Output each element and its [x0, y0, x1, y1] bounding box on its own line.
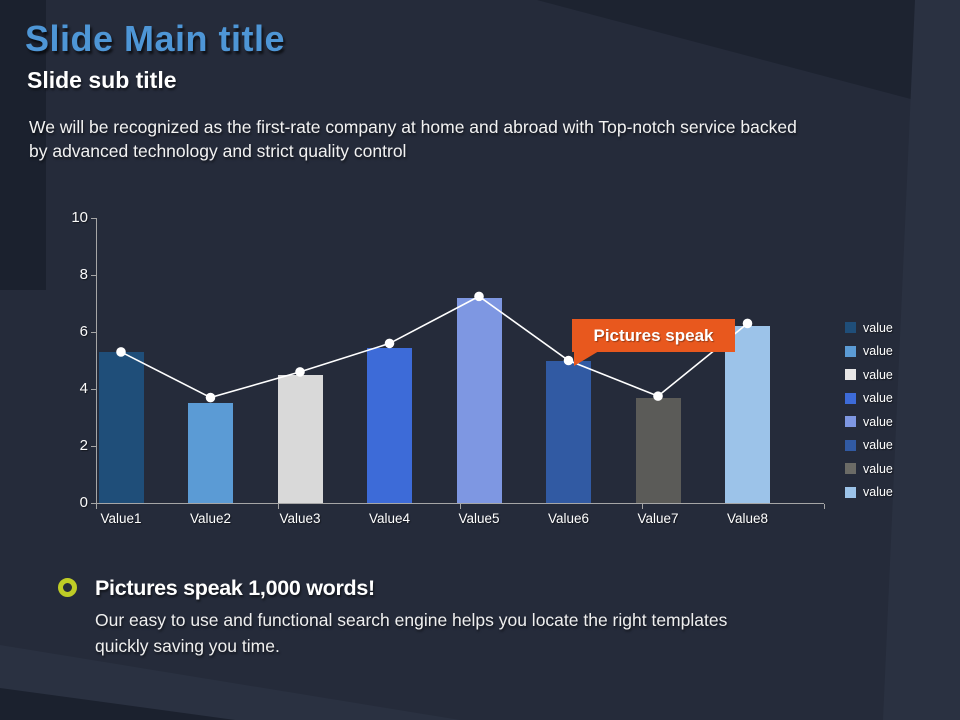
- y-axis-tick-label: 2: [79, 437, 88, 454]
- legend-swatch: [845, 439, 856, 451]
- bullet-body: Our easy to use and functional search en…: [95, 607, 727, 659]
- legend-swatch: [845, 463, 856, 475]
- trend-point-value6: [563, 355, 574, 366]
- slide-main-title: Slide Main title: [25, 18, 286, 59]
- y-axis-tick-label: 10: [71, 209, 88, 226]
- trend-point-value2: [205, 392, 216, 403]
- legend-item: value: [845, 363, 893, 387]
- callout-label: Pictures speak: [593, 325, 714, 345]
- x-axis-label-value6: Value6: [547, 511, 590, 526]
- legend-item: value: [845, 410, 893, 434]
- trend-point-value7: [653, 391, 663, 401]
- x-axis-label-value5: Value5: [458, 511, 500, 526]
- y-axis-tick-label: 0: [79, 494, 88, 511]
- legend-swatch: [845, 322, 856, 334]
- legend-label: value: [863, 414, 893, 429]
- bar-value3: [277, 374, 323, 503]
- slide-sub-title: Slide sub title: [27, 67, 177, 93]
- y-axis-tick: [91, 446, 96, 447]
- bar-value5: [456, 297, 502, 503]
- slide-description: We will be recognized as the first-rate …: [29, 116, 797, 163]
- x-axis-tick: [96, 504, 97, 509]
- legend-swatch: [845, 416, 856, 428]
- x-axis-label-value2: Value2: [189, 511, 232, 526]
- y-axis-tick-label: 6: [79, 323, 88, 340]
- legend-label: value: [863, 391, 893, 406]
- x-axis-label-value3: Value3: [279, 511, 321, 526]
- x-axis-tick: [460, 504, 461, 509]
- x-axis-label-value1: Value1: [100, 511, 142, 526]
- bar-value4: [367, 347, 412, 503]
- legend-item: value: [845, 481, 893, 505]
- x-axis-label-value7: Value7: [637, 511, 679, 526]
- chart-legend: value value value value value value value value: [845, 316, 893, 504]
- x-axis-tick: [278, 504, 279, 509]
- trend-point-value3: [295, 367, 305, 377]
- legend-item: value: [845, 316, 893, 340]
- bar-value1: [98, 351, 144, 503]
- legend-label: value: [863, 320, 893, 335]
- bullet-body-line-2: quickly saving you time.: [95, 636, 280, 656]
- bullet-body-line-1: Our easy to use and functional search en…: [95, 610, 728, 630]
- x-axis-tick: [824, 504, 825, 509]
- y-axis-tick: [91, 218, 96, 219]
- legend-swatch: [845, 345, 856, 357]
- legend-swatch: [845, 486, 856, 498]
- y-axis-tick-label: 8: [79, 266, 88, 283]
- x-axis-line: [96, 503, 824, 504]
- callout-banner: Pictures speak: [572, 319, 735, 352]
- bar-value7: [635, 397, 681, 503]
- legend-label: value: [863, 461, 893, 476]
- legend-label: value: [863, 485, 893, 500]
- trend-point-value5: [474, 291, 484, 302]
- y-axis-tick: [91, 503, 96, 504]
- description-line-1: We will be recognized as the first-rate …: [29, 117, 797, 137]
- legend-item: value: [845, 434, 893, 458]
- legend-swatch: [845, 369, 856, 381]
- bar-value2: [188, 403, 233, 503]
- legend-swatch: [845, 392, 856, 404]
- trend-point-value8: [742, 318, 753, 329]
- trend-point-value4: [384, 338, 395, 349]
- trend-line: [120, 295, 749, 399]
- trend-point-value1: [116, 347, 126, 357]
- legend-item: value: [845, 340, 893, 364]
- bullet-ring-icon: [58, 578, 77, 597]
- bar-value8: [725, 326, 770, 503]
- y-axis-tick: [91, 389, 96, 390]
- legend-item: value: [845, 457, 893, 481]
- legend-item: value: [845, 387, 893, 411]
- x-axis-label-value4: Value4: [368, 511, 411, 526]
- description-line-2: by advanced technology and strict qualit…: [29, 140, 407, 161]
- y-axis-tick: [91, 275, 96, 276]
- y-axis-tick-label: 4: [79, 380, 88, 397]
- bar-value6: [546, 360, 591, 503]
- x-axis-label-value8: Value8: [726, 511, 769, 526]
- y-axis-tick: [91, 332, 96, 333]
- bullet-heading: Pictures speak 1,000 words!: [95, 576, 375, 600]
- y-axis-line: [96, 218, 97, 504]
- legend-label: value: [863, 344, 893, 359]
- x-axis-tick: [642, 504, 643, 509]
- legend-label: value: [863, 367, 893, 382]
- legend-label: value: [863, 438, 893, 453]
